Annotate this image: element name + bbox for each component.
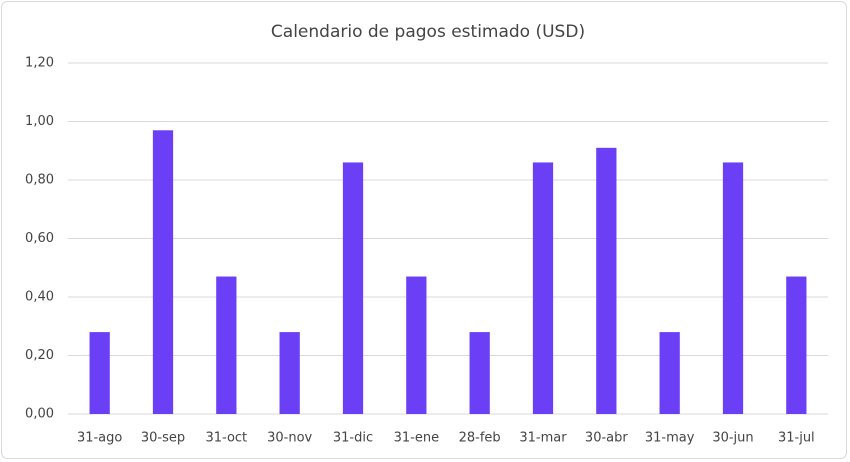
bar [89, 332, 110, 414]
y-tick-label: 0,20 [25, 348, 54, 363]
bar [342, 162, 364, 414]
x-tick-label: 31-dic [333, 431, 373, 446]
x-tick-label: 30-sep [141, 431, 185, 446]
x-tick-label: 30-nov [267, 431, 312, 446]
bar [532, 162, 554, 414]
bar [722, 162, 744, 414]
y-tick-label: 0,80 [25, 173, 54, 188]
chart-title: Calendario de pagos estimado (USD) [271, 22, 585, 42]
x-tick-label: 28-feb [459, 431, 501, 446]
x-tick-label: 31-may [645, 431, 695, 446]
bar [596, 147, 617, 414]
x-tick-label: 31-mar [519, 431, 567, 446]
y-tick-label: 1,20 [25, 56, 54, 71]
x-tick-label: 31-ene [394, 431, 439, 446]
x-tick-label: 31-oct [205, 431, 247, 446]
bar [786, 276, 807, 414]
bar [279, 332, 300, 414]
bar [216, 276, 237, 414]
y-tick-label: 1,00 [25, 114, 54, 129]
y-tick-label: 0,40 [25, 290, 54, 305]
x-tick-label: 30-jun [712, 431, 753, 446]
x-tick-label: 31-jul [778, 431, 815, 446]
y-tick-label: 0,00 [25, 407, 54, 422]
bar [406, 276, 427, 414]
bar [469, 332, 490, 414]
x-tick-label: 30-abr [585, 431, 628, 446]
y-tick-label: 0,60 [25, 231, 54, 246]
x-tick-label: 31-ago [77, 431, 122, 446]
bar [659, 332, 680, 414]
bar [152, 130, 174, 414]
